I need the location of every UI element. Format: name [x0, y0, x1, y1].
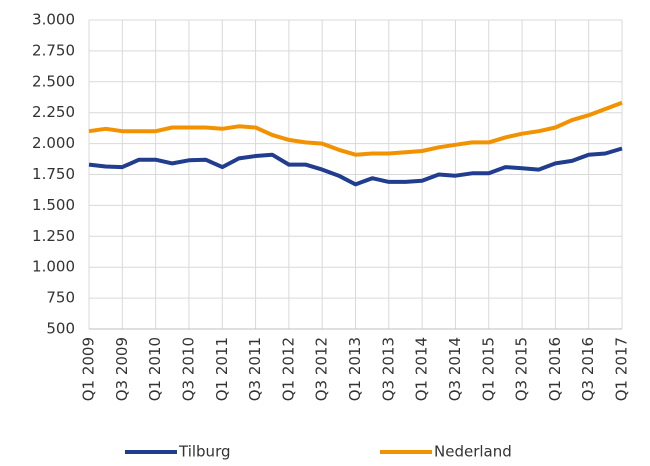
- y-tick-label: 2.250: [32, 103, 75, 121]
- x-tick-label: Q1 2010: [146, 337, 164, 401]
- y-tick-label: 1.000: [32, 258, 75, 276]
- x-tick-label: Q3 2009: [113, 337, 131, 401]
- y-tick-label: 1.750: [32, 165, 75, 183]
- x-tick-label: Q3 2016: [579, 337, 597, 401]
- legend-label: Tilburg: [178, 443, 231, 461]
- x-tick-label: Q1 2011: [213, 337, 231, 401]
- x-tick-label: Q3 2011: [246, 337, 264, 401]
- y-tick-label: 1.250: [32, 227, 75, 245]
- x-tick-label: Q1 2017: [613, 337, 631, 401]
- y-tick-label: 2.000: [32, 134, 75, 152]
- x-tick-label: Q3 2010: [179, 337, 197, 401]
- x-tick-label: Q3 2013: [379, 337, 397, 401]
- x-tick-label: Q3 2014: [446, 337, 464, 401]
- x-tick-label: Q3 2012: [313, 337, 331, 401]
- x-tick-label: Q1 2015: [479, 337, 497, 401]
- series-line: [88, 146, 623, 187]
- y-tick-label: 1.500: [32, 196, 75, 214]
- x-tick-label: Q1 2012: [279, 337, 297, 401]
- y-tick-label: 500: [46, 320, 75, 338]
- x-tick-label: Q1 2013: [346, 337, 364, 401]
- y-tick-label: 750: [46, 289, 75, 307]
- y-tick-label: 2.500: [32, 72, 75, 90]
- x-tick-label: Q1 2009: [80, 337, 98, 401]
- y-tick-label: 2.750: [32, 41, 75, 59]
- x-tick-label: Q1 2014: [413, 337, 431, 401]
- x-tick-label: Q3 2015: [513, 337, 531, 401]
- y-tick-label: 3.000: [32, 11, 75, 29]
- legend-label: Nederland: [434, 443, 512, 461]
- x-tick-label: Q1 2016: [546, 337, 564, 401]
- series-line: [88, 100, 623, 157]
